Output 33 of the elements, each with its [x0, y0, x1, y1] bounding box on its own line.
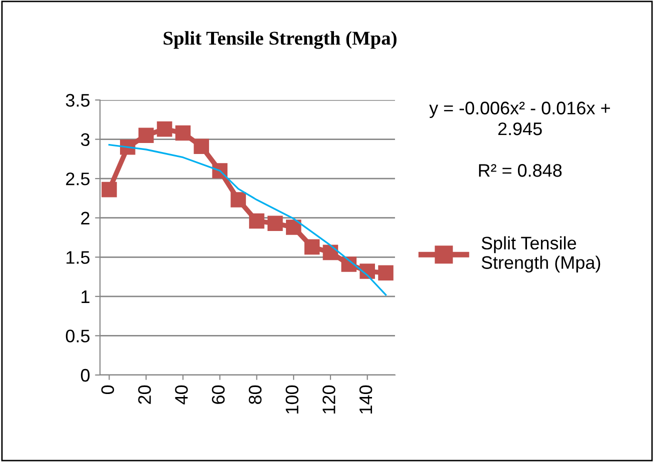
chart-title: Split Tensile Strength (Mpa)	[164, 31, 396, 49]
y-tick-label: 0.5	[66, 330, 90, 342]
point	[378, 265, 394, 280]
x-tick-label: 120	[322, 385, 336, 414]
x-tick-label: 60	[212, 385, 225, 404]
point	[156, 121, 172, 137]
point	[322, 244, 338, 260]
x-tick-label: 20	[138, 385, 151, 404]
y-tick-label: 1.5	[66, 251, 90, 264]
text: y = -0.006x² - 0.016x + 2.945	[429, 102, 610, 136]
x-tick-label: 40	[175, 385, 188, 404]
legend-label: Split Tensile Strength (Mpa)	[482, 236, 600, 273]
y-tick-label: 2.5	[66, 172, 90, 186]
point	[230, 192, 246, 208]
y-tick-label: 0	[80, 368, 90, 382]
point	[138, 128, 154, 143]
y-tick-label: 1	[82, 290, 90, 303]
point	[249, 213, 264, 229]
point	[194, 138, 210, 154]
point	[102, 182, 117, 198]
y-tick-label: 2	[81, 212, 90, 224]
y-tick-label: 3.5	[66, 94, 90, 107]
line-series	[108, 144, 387, 296]
point	[304, 239, 320, 255]
x-tick-label: 140	[359, 385, 372, 414]
y-tick-label: 3	[80, 133, 90, 146]
point	[175, 125, 191, 141]
x-tick-label: 0	[101, 385, 114, 394]
x-tick-label: 100	[286, 385, 298, 414]
point	[268, 216, 283, 231]
x-tick-label: 80	[248, 385, 262, 404]
text: R² = 0.848	[479, 164, 562, 177]
point	[286, 220, 302, 235]
